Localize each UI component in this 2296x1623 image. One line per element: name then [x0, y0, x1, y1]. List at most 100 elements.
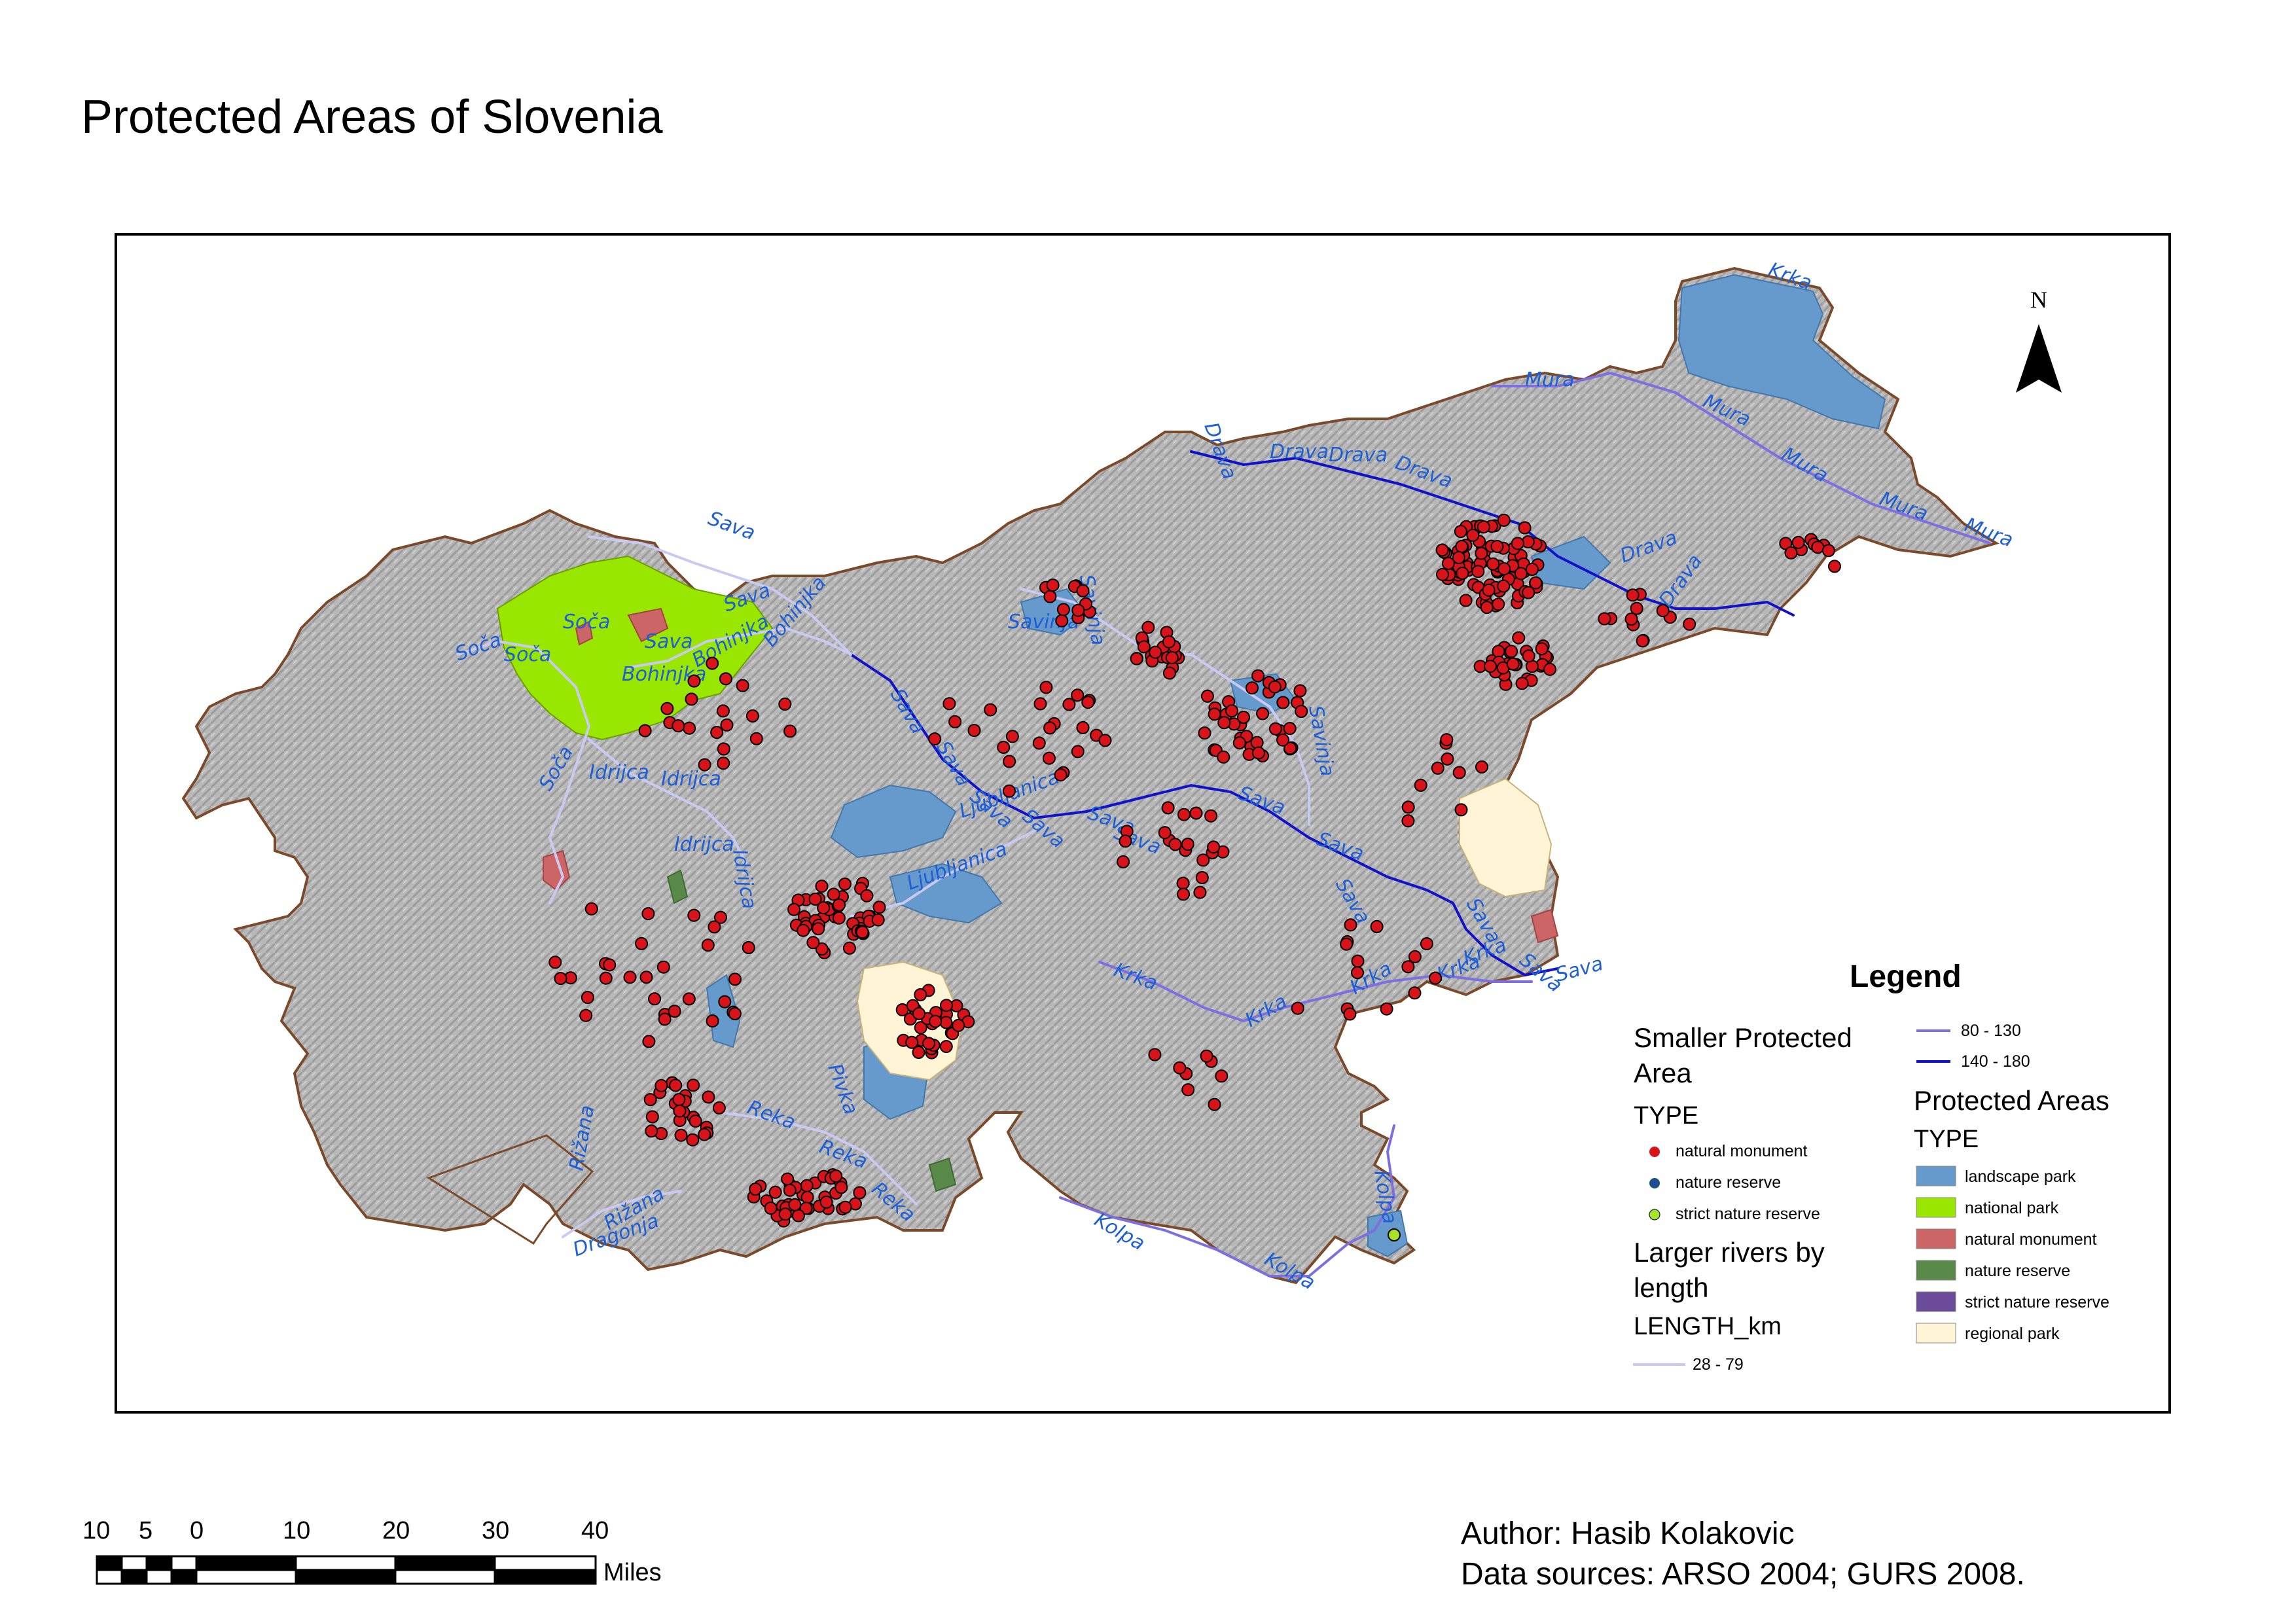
natural-monument-point	[687, 1079, 700, 1092]
natural-monument-point	[1401, 814, 1415, 828]
scale-unit: Miles	[603, 1559, 662, 1586]
legend-swatch-natural-monument	[1916, 1228, 1956, 1249]
natural-monument-point	[706, 656, 719, 670]
natural-monument-point	[1054, 768, 1067, 782]
natural-monument-point	[714, 910, 727, 924]
natural-monument-point	[1492, 597, 1505, 611]
natural-monument-point	[1208, 1097, 1221, 1111]
natural-monument-point	[1435, 543, 1449, 557]
natural-monument-point	[655, 1079, 668, 1092]
legend-river-item-80-130: 80 - 130	[1961, 1022, 2021, 1040]
legend-smaller-heading-1: Smaller Protected	[1634, 1022, 1852, 1053]
legend-protected-item-national-park: national park	[1965, 1199, 2059, 1217]
legend-title: Legend	[1850, 959, 1962, 994]
natural-monument-point	[1043, 590, 1057, 603]
legend-swatch-strict-nature-reserve	[1916, 1291, 1956, 1312]
natural-monument-point	[1598, 612, 1611, 626]
natural-monument-point	[1225, 704, 1239, 718]
natural-monument-point	[948, 715, 962, 728]
natural-monument-point	[1076, 584, 1090, 597]
natural-monument-point	[1276, 696, 1290, 709]
legend-river-item-140-180: 140 - 180	[1961, 1052, 2030, 1071]
scale-tick-label: 20	[382, 1517, 410, 1544]
natural-monument-point	[1408, 986, 1422, 1000]
legend-smaller-heading-2: Area	[1634, 1058, 1692, 1088]
natural-monument-point	[1076, 721, 1090, 734]
natural-monument-point	[669, 1079, 683, 1092]
natural-monument-point	[1071, 603, 1085, 617]
natural-monument-point	[1200, 689, 1214, 703]
scale-tick-label: 10	[82, 1517, 111, 1544]
natural-monument-point	[1295, 705, 1308, 718]
natural-monument-point	[702, 1090, 715, 1104]
north-arrow-icon	[2016, 324, 2062, 393]
legend-swatch-regional-park	[1916, 1323, 1956, 1344]
natural-monument-point	[1268, 722, 1282, 736]
natural-monument-point	[685, 692, 698, 706]
river-bohinjka	[627, 626, 852, 669]
natural-monument-point	[1200, 1049, 1213, 1063]
natural-monument-point	[712, 1101, 726, 1115]
river-label: Savinja	[1008, 611, 1079, 633]
natural-monument-point	[1181, 838, 1194, 851]
natural-monument-point	[1196, 853, 1210, 867]
natural-monument-point	[1119, 834, 1132, 848]
natural-monument-point	[800, 1179, 814, 1192]
natural-monument-point	[1441, 752, 1454, 766]
legend-swatch-natural-monument-point	[1649, 1147, 1660, 1157]
natural-monument-point	[1283, 722, 1297, 736]
natural-monument-point	[674, 1128, 688, 1142]
nature-reserve-areas	[666, 869, 957, 1192]
river-kolpa	[1059, 1124, 1396, 1277]
river-label: Idrijca	[661, 768, 721, 791]
natural-monument-point	[1204, 809, 1218, 823]
natural-monument-point	[1232, 736, 1246, 750]
natural-monument-point	[817, 901, 831, 915]
natural-monument-point	[855, 925, 869, 939]
river-sava-dolinka	[588, 535, 852, 656]
scale-bar-seg	[145, 1555, 173, 1571]
natural-monument-point	[832, 911, 846, 925]
scale-bar-seg	[96, 1555, 123, 1571]
legend-protected-field: TYPE	[1914, 1126, 1979, 1153]
river-label: Sava	[645, 630, 693, 653]
natural-monument-point	[834, 1181, 848, 1194]
legend-swatch-national-park	[1916, 1197, 1956, 1218]
natural-monument-point	[914, 988, 927, 1001]
natural-monument-point	[1828, 560, 1841, 573]
natural-monument-point	[1380, 1002, 1393, 1016]
natural-monument-point	[1283, 741, 1297, 755]
scale-tick-label: 0	[190, 1517, 204, 1544]
natural-monument-point	[1466, 528, 1480, 542]
natural-monument-point	[1486, 557, 1500, 571]
scale-bar-seg	[120, 1569, 148, 1585]
legend-protected-heading: Protected Areas	[1914, 1085, 2109, 1116]
natural-monument-point	[997, 740, 1011, 754]
natural-monument-point	[812, 922, 825, 936]
natural-monument-point	[728, 1007, 742, 1020]
legend-protected-item-regional-park: regional park	[1965, 1325, 2060, 1343]
natural-monument-point	[689, 1115, 702, 1128]
natural-monument-point	[871, 913, 885, 927]
natural-monument-point	[1130, 652, 1143, 666]
natural-monument-point	[1056, 603, 1070, 616]
natural-monument-point	[672, 719, 685, 733]
natural-monument-point	[603, 958, 617, 972]
natural-monument-point	[1268, 680, 1282, 694]
natural-monument-point	[967, 724, 981, 738]
legend-rivers-heading-2: length	[1634, 1272, 1709, 1303]
natural-monument-point	[815, 942, 829, 956]
natural-monument-point	[719, 672, 732, 686]
natural-monument-point	[1475, 760, 1488, 774]
natural-monument-point	[1293, 684, 1307, 698]
natural-monument-point	[1042, 751, 1056, 765]
natural-monument-point	[912, 1046, 925, 1059]
natural-monument-point	[1098, 734, 1112, 747]
natural-monument-point	[939, 1040, 953, 1054]
natural-monument-point	[827, 887, 840, 901]
natural-monument-point	[642, 1035, 656, 1048]
landscape-park-ljubljana-marsh	[889, 863, 1003, 924]
natural-monument-point	[1055, 614, 1069, 628]
natural-monument-point	[939, 1016, 953, 1029]
natural-monument-point	[1791, 535, 1805, 549]
